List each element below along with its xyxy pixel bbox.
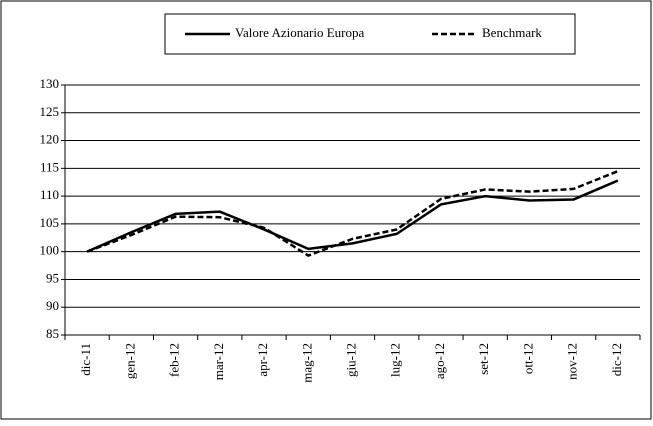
x-tick-label: set-12 [476,343,491,375]
series-line [86,169,619,257]
legend-box [164,13,576,55]
y-tick-label: 125 [40,104,60,119]
x-tick-label: nov-12 [565,343,580,380]
x-tick-label: mag-12 [299,343,314,383]
x-tick-label: giu-12 [343,343,358,377]
x-tick-label: ott-12 [520,343,535,374]
x-tick-label: dic-12 [609,343,624,376]
x-tick-label: lug-12 [388,343,403,377]
y-tick-label: 100 [40,243,60,258]
y-tick-label: 95 [46,270,59,285]
legend-label: Valore Azionario Europa [235,25,364,40]
x-tick-label: feb-12 [167,343,182,377]
legend-label: Benchmark [482,25,542,40]
x-tick-label: apr-12 [255,343,270,377]
y-tick-label: 110 [40,187,59,202]
y-tick-label: 90 [46,298,59,313]
y-tick-label: 115 [40,159,59,174]
y-tick-label: 85 [46,326,59,341]
y-tick-label: 105 [40,215,60,230]
x-tick-label: gen-12 [122,343,137,379]
series-line [86,179,619,253]
y-tick-label: 120 [40,132,60,147]
x-tick-label: mar-12 [211,343,226,380]
x-tick-label: ago-12 [432,343,447,379]
y-tick-label: 130 [40,76,60,91]
x-tick-label: dic-11 [78,343,93,376]
